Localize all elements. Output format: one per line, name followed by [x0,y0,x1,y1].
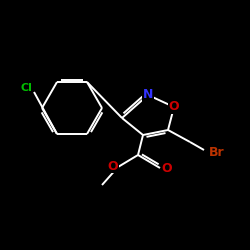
Text: Cl: Cl [20,83,32,93]
Text: O: O [162,162,172,174]
Text: Br: Br [209,146,225,160]
Text: O: O [108,160,118,172]
Text: O: O [169,100,179,114]
Text: N: N [143,88,153,102]
